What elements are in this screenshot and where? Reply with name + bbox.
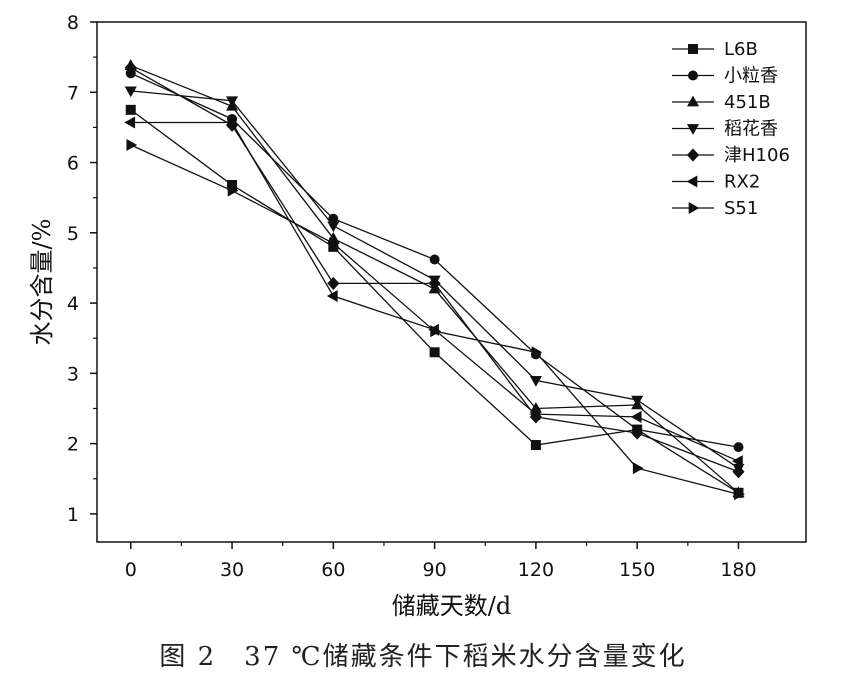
series-5	[124, 61, 745, 479]
series-line	[130, 144, 739, 495]
data-point	[124, 116, 136, 129]
legend-item: S51	[672, 198, 758, 219]
legend-item: RX2	[672, 172, 760, 193]
data-point	[732, 455, 743, 468]
data-point	[124, 61, 137, 75]
data-point	[631, 395, 644, 407]
x-tick-label: 0	[125, 559, 137, 581]
data-point	[529, 408, 541, 421]
y-tick-label: 2	[67, 434, 79, 456]
series-7	[126, 138, 745, 501]
data-point	[732, 465, 745, 479]
moisture-content-line-chart: 0 30 60 90 120 150 180 1 2 3 4 5 6 7 8 L6B 小粒香 451B 稻花香津…	[28, 12, 807, 620]
y-tick-label: 5	[67, 223, 79, 245]
data-point	[428, 276, 441, 290]
data-point	[327, 221, 340, 233]
figure-caption: 图 2 37 ℃储藏条件下稻米水分含量变化	[159, 642, 687, 672]
x-tick-label: 60	[321, 559, 345, 581]
y-tick-label: 4	[67, 293, 79, 315]
plot-frame	[96, 21, 807, 543]
data-point	[227, 184, 239, 197]
data-point	[329, 237, 340, 250]
legend-label: RX2	[724, 172, 760, 193]
x-tick-label: 180	[720, 559, 756, 581]
x-tick-label: 120	[518, 559, 554, 581]
y-tick-label: 7	[67, 82, 79, 104]
data-point	[529, 376, 542, 387]
data-point	[632, 462, 644, 475]
legend-item: L6B	[672, 39, 758, 60]
data-point	[125, 104, 136, 115]
legend-marker	[686, 148, 700, 162]
data-point	[531, 346, 543, 359]
y-axis: 1 2 3 4 5 6 7 8	[67, 12, 97, 526]
legend-label: 451B	[724, 92, 771, 113]
data-point	[430, 325, 442, 338]
y-tick-label: 1	[67, 504, 79, 526]
series-layer	[124, 59, 745, 501]
data-point	[734, 488, 745, 501]
legend-label: 小粒香	[724, 66, 778, 87]
data-point	[124, 86, 137, 98]
data-point	[225, 116, 237, 129]
series-line	[130, 67, 739, 473]
legend-label: S51	[724, 198, 758, 219]
y-tick-label: 8	[67, 12, 79, 34]
legend-label: 稻花香	[724, 119, 778, 140]
data-point	[429, 254, 440, 265]
x-tick-label: 90	[423, 559, 447, 581]
series-6	[124, 116, 743, 468]
legend-marker	[688, 70, 698, 81]
legend-marker	[688, 44, 698, 54]
plot-border	[96, 21, 807, 543]
legend-item: 津H106	[672, 145, 790, 166]
legend-marker	[686, 124, 700, 135]
data-point	[226, 96, 239, 108]
series-2	[125, 68, 744, 453]
legend-label: L6B	[724, 39, 758, 60]
data-point	[530, 440, 541, 451]
data-point	[631, 426, 644, 440]
legend-marker	[688, 201, 700, 215]
x-axis: 0 30 60 90 120 150 180	[125, 542, 757, 581]
data-point	[126, 138, 138, 152]
legend-marker	[686, 175, 698, 188]
data-point	[429, 347, 440, 358]
data-point	[327, 276, 340, 290]
x-tick-label: 30	[220, 559, 244, 581]
data-point	[326, 290, 338, 303]
x-tick-label: 150	[619, 559, 655, 581]
legend-item: 稻花香	[672, 119, 778, 140]
data-point	[630, 410, 642, 423]
y-axis-title: 水分含量/%	[28, 219, 56, 346]
y-tick-label: 6	[67, 153, 79, 175]
x-axis-title: 储藏天数/d	[392, 592, 511, 620]
series-line	[130, 109, 739, 494]
data-point	[733, 442, 744, 453]
legend-item: 小粒香	[672, 66, 778, 87]
legend-marker	[686, 95, 700, 107]
legend-label: 津H106	[724, 145, 790, 166]
legend-item: 451B	[672, 92, 771, 113]
y-tick-label: 3	[67, 363, 79, 385]
